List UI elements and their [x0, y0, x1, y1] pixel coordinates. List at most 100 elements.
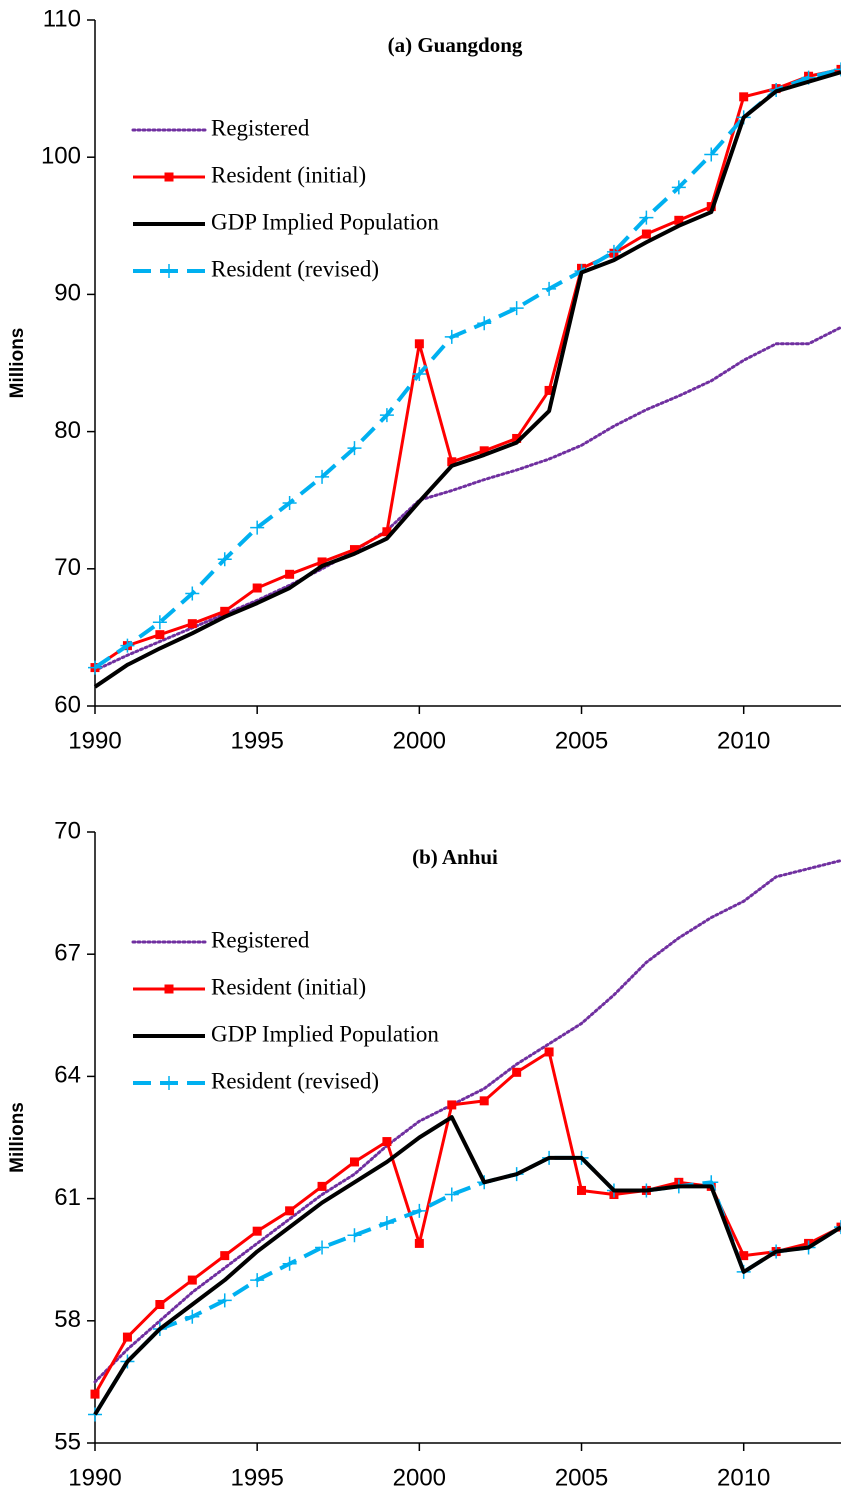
legend-label: GDP Implied Population — [211, 1021, 439, 1046]
marker — [187, 1275, 197, 1285]
marker — [155, 630, 165, 640]
x-tick-label: 2000 — [393, 1464, 446, 1491]
marker — [317, 557, 327, 567]
marker — [414, 339, 424, 349]
series-line — [94, 67, 841, 669]
marker — [447, 457, 457, 467]
marker — [382, 1137, 392, 1147]
marker — [285, 569, 295, 579]
marker — [834, 1220, 841, 1235]
marker — [477, 316, 492, 331]
series-line — [93, 67, 841, 670]
x-tick-label: 2005 — [555, 727, 608, 754]
marker — [382, 527, 392, 537]
x-tick-label: 2000 — [393, 727, 446, 754]
marker — [444, 329, 459, 344]
chart-title: (b) Anhui — [412, 845, 498, 869]
legend-label: Resident (initial) — [211, 162, 366, 187]
marker — [412, 366, 427, 381]
y-tick-label: 70 — [54, 554, 81, 581]
series-line — [93, 1115, 841, 1416]
marker — [120, 638, 135, 653]
legend-label: Resident (revised) — [211, 1068, 379, 1093]
marker — [282, 495, 297, 510]
y-tick-label: 61 — [54, 1184, 81, 1211]
marker — [674, 215, 684, 225]
marker — [252, 1226, 262, 1236]
marker — [606, 244, 621, 259]
y-tick-label: 67 — [54, 940, 81, 967]
marker — [217, 552, 232, 567]
marker — [250, 1273, 265, 1288]
marker — [379, 1216, 394, 1231]
marker — [509, 301, 524, 316]
legend-marker — [164, 984, 174, 994]
legend-label: Resident (initial) — [211, 974, 366, 999]
marker — [739, 92, 749, 102]
x-tick-label: 2005 — [555, 1464, 608, 1491]
y-tick-label: 110 — [43, 5, 81, 32]
legend-marker — [162, 1076, 176, 1090]
x-tick-label: 1995 — [230, 727, 283, 754]
y-axis-label: Millions — [7, 328, 28, 399]
marker — [512, 1067, 522, 1077]
legend-marker — [164, 172, 174, 182]
marker — [704, 147, 719, 162]
marker — [315, 469, 330, 484]
marker — [834, 62, 841, 77]
y-tick-label: 90 — [54, 280, 81, 307]
marker — [220, 1251, 230, 1261]
legend-label: Registered — [211, 927, 310, 952]
marker — [739, 1251, 749, 1261]
marker — [479, 1096, 489, 1106]
marker — [315, 1240, 330, 1255]
marker — [414, 1238, 424, 1248]
marker — [282, 1256, 297, 1271]
marker — [122, 1332, 132, 1342]
y-axis-label: Millions — [7, 1102, 28, 1173]
x-tick-label: 1990 — [68, 1464, 121, 1491]
marker — [187, 619, 197, 629]
marker — [349, 1157, 359, 1167]
marker — [349, 545, 359, 555]
x-tick-label: 2010 — [717, 1464, 770, 1491]
marker — [444, 1187, 459, 1202]
y-tick-label: 80 — [54, 417, 81, 444]
series-line — [93, 325, 841, 672]
legend-marker — [162, 264, 176, 278]
series-line — [93, 70, 841, 689]
marker — [447, 1100, 457, 1110]
marker — [542, 281, 557, 296]
legend-label: Resident (revised) — [211, 256, 379, 281]
marker — [347, 441, 362, 456]
marker — [671, 180, 686, 195]
marker — [379, 408, 394, 423]
marker — [285, 1206, 295, 1216]
marker — [185, 586, 200, 601]
plot-area — [88, 859, 841, 1422]
marker — [220, 606, 230, 616]
marker — [88, 660, 102, 675]
y-tick-label: 55 — [54, 1428, 81, 1455]
y-tick-label: 58 — [54, 1306, 81, 1333]
marker — [544, 1047, 554, 1057]
marker — [479, 446, 489, 456]
marker — [90, 1389, 100, 1399]
y-tick-label: 70 — [54, 817, 81, 844]
marker — [252, 583, 262, 593]
marker — [641, 229, 651, 239]
marker — [412, 1203, 427, 1218]
series-line — [93, 859, 841, 1384]
legend-label: GDP Implied Population — [211, 209, 439, 234]
marker — [317, 1181, 327, 1191]
x-tick-label: 1995 — [230, 1464, 283, 1491]
marker — [88, 1407, 102, 1422]
legend-label: Registered — [211, 115, 310, 140]
marker — [185, 1309, 200, 1324]
x-tick-label: 2010 — [717, 727, 770, 754]
y-tick-label: 60 — [54, 691, 81, 718]
y-tick-label: 64 — [54, 1062, 81, 1089]
marker — [155, 1300, 165, 1310]
marker — [512, 433, 522, 443]
marker — [152, 615, 167, 630]
